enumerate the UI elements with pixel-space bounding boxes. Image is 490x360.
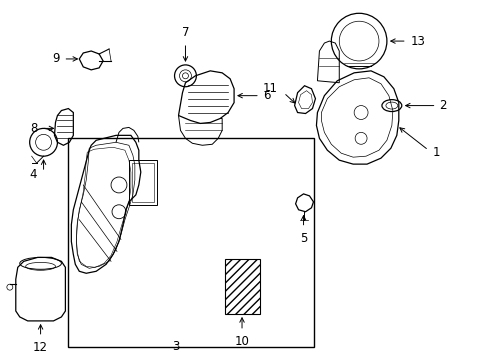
Bar [129, 160, 157, 205]
Text: 2: 2 [440, 99, 447, 112]
Bar [132, 163, 154, 202]
Text: 13: 13 [411, 35, 426, 48]
Text: 12: 12 [33, 341, 48, 354]
Text: 4: 4 [30, 167, 37, 181]
Bar [225, 260, 260, 314]
Text: 1: 1 [433, 146, 440, 159]
Text: 3: 3 [172, 339, 179, 353]
Text: 8: 8 [30, 122, 38, 135]
Text: 9: 9 [52, 53, 59, 66]
Text: 10: 10 [235, 335, 249, 348]
Text: 5: 5 [300, 231, 307, 244]
Text: 6: 6 [263, 89, 270, 102]
Text: 11: 11 [263, 82, 278, 95]
Bar [69, 138, 315, 347]
Text: 7: 7 [182, 26, 189, 39]
